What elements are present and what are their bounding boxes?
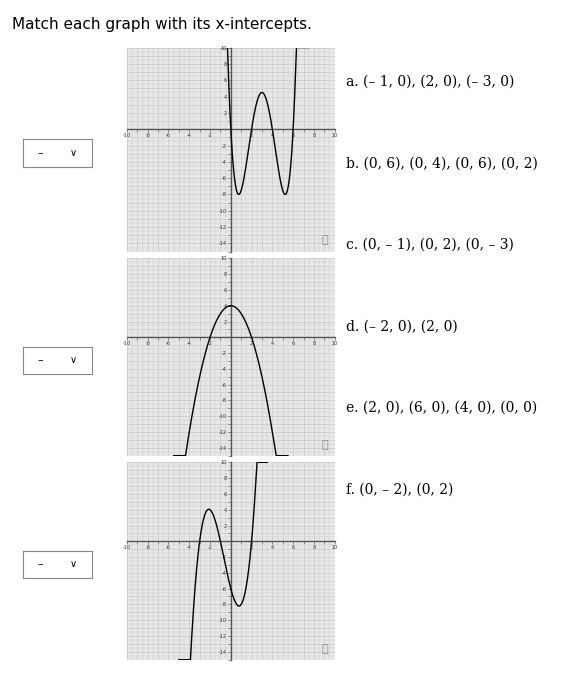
Text: a. (– 1, 0), (2, 0), (– 3, 0): a. (– 1, 0), (2, 0), (– 3, 0) bbox=[346, 75, 515, 88]
Text: e. (2, 0), (6, 0), (4, 0), (0, 0): e. (2, 0), (6, 0), (4, 0), (0, 0) bbox=[346, 401, 537, 415]
Text: d. (– 2, 0), (2, 0): d. (– 2, 0), (2, 0) bbox=[346, 320, 458, 333]
Text: ⌕: ⌕ bbox=[322, 235, 328, 245]
Text: c. (0, – 1), (0, 2), (0, – 3): c. (0, – 1), (0, 2), (0, – 3) bbox=[346, 238, 514, 252]
Text: Match each graph with its x-intercepts.: Match each graph with its x-intercepts. bbox=[12, 17, 312, 32]
Text: ∨: ∨ bbox=[69, 148, 77, 158]
Text: ⌕: ⌕ bbox=[322, 644, 328, 653]
Text: –: – bbox=[38, 560, 43, 569]
Text: ∨: ∨ bbox=[69, 560, 77, 569]
Text: b. (0, 6), (0, 4), (0, 6), (0, 2): b. (0, 6), (0, 4), (0, 6), (0, 2) bbox=[346, 156, 538, 170]
Text: f. (0, – 2), (0, 2): f. (0, – 2), (0, 2) bbox=[346, 483, 454, 496]
Text: ∨: ∨ bbox=[69, 356, 77, 365]
Text: –: – bbox=[38, 356, 43, 365]
Text: –: – bbox=[38, 148, 43, 158]
Text: ⌕: ⌕ bbox=[322, 440, 328, 449]
